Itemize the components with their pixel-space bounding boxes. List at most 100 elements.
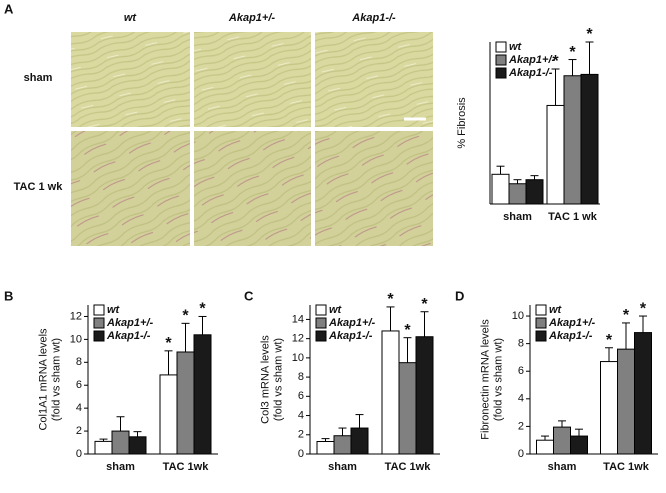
column-label: Akap1-/-: [351, 12, 396, 24]
y-tick-label: 8: [298, 371, 304, 383]
bar: [570, 435, 588, 455]
bar: [491, 173, 510, 205]
y-axis-label: (fold vs sham wt): [50, 338, 62, 421]
legend-label: wt: [107, 304, 121, 316]
bar: [634, 332, 652, 455]
micrograph: [194, 131, 311, 246]
bar: [176, 351, 195, 455]
bar: [617, 348, 635, 455]
y-tick-label: 10: [292, 352, 304, 364]
bar: [580, 73, 599, 205]
bar: [553, 426, 571, 455]
y-tick-label: 2: [298, 429, 304, 441]
column-label: Akap1+/-: [228, 12, 275, 24]
y-tick-label: 4: [76, 402, 82, 414]
x-tick-label: TAC 1wk: [385, 461, 432, 473]
legend-swatch: [315, 317, 327, 329]
y-tick-label: 2: [518, 420, 524, 432]
bar: [546, 104, 565, 205]
legend-swatch: [495, 67, 507, 79]
significance: *: [569, 44, 576, 61]
y-axis-label: Fibronectin mRNA levels: [479, 319, 491, 440]
x-tick-label: sham: [328, 461, 357, 473]
significance: *: [387, 291, 394, 308]
significance: *: [623, 307, 630, 324]
y-tick-label: 12: [70, 310, 82, 322]
micrograph: [71, 131, 190, 246]
y-tick-label: 6: [76, 379, 82, 391]
bar: [350, 427, 369, 455]
x-tick-label: sham: [548, 461, 577, 473]
legend-swatch: [535, 330, 547, 342]
x-tick-label: sham: [106, 461, 135, 473]
significance: *: [640, 300, 647, 317]
legend-label: Akap1+/-: [106, 317, 153, 329]
y-tick-label: 0: [76, 448, 82, 460]
bar: [536, 439, 554, 455]
bar: [193, 334, 212, 455]
significance: *: [404, 322, 411, 339]
legend-swatch: [495, 41, 507, 53]
row-label: sham: [24, 72, 53, 84]
bar: [333, 435, 352, 455]
legend-swatch: [535, 317, 547, 329]
y-tick-label: 2: [76, 425, 82, 437]
bar: [111, 430, 130, 455]
bar: [159, 374, 178, 455]
y-tick-label: 14: [292, 313, 304, 325]
legend-label: Akap1-/-: [508, 67, 553, 79]
legend-label: Akap1+/-: [548, 317, 595, 329]
y-tick-label: 6: [518, 365, 524, 377]
legend-swatch: [495, 54, 507, 66]
bar: [398, 362, 417, 455]
significance: *: [421, 296, 428, 313]
legend-label: Akap1-/-: [106, 330, 151, 342]
legend-swatch: [93, 304, 105, 316]
y-tick-label: 0: [518, 448, 524, 460]
significance: *: [165, 335, 172, 352]
significance: *: [552, 53, 559, 70]
panel-label: B: [4, 288, 13, 303]
panel-label: D: [455, 288, 464, 303]
bar: [508, 183, 527, 205]
histology: wt Akap1+/- Akap1-/- sham TAC 1 wk: [14, 12, 433, 246]
legend-swatch: [315, 330, 327, 342]
bar: [415, 336, 434, 455]
legend-label: wt: [549, 304, 563, 316]
y-tick-label: 8: [76, 356, 82, 368]
y-tick-label: 4: [298, 409, 304, 421]
micrograph: [71, 32, 190, 127]
micrograph: [194, 32, 311, 127]
legend-swatch: [93, 330, 105, 342]
row-label: TAC 1 wk: [14, 181, 64, 193]
legend-swatch: [93, 317, 105, 329]
y-tick-label: 10: [512, 310, 524, 322]
y-axis-label: Col3 mRNA levels: [259, 335, 271, 424]
significance: *: [606, 332, 613, 349]
y-tick-label: 0: [298, 448, 304, 460]
legend-label: Akap1+/-: [508, 54, 555, 66]
x-tick-label: TAC 1wk: [163, 461, 210, 473]
bar: [525, 179, 544, 205]
y-tick-label: 6: [298, 390, 304, 402]
y-axis-label: (fold vs sham wt): [272, 338, 284, 421]
bar: [600, 361, 618, 455]
legend-swatch: [315, 304, 327, 316]
micrograph: [315, 131, 433, 246]
bar: [128, 436, 147, 455]
legend-label: Akap1-/-: [548, 330, 593, 342]
x-tick-label: TAC 1 wk: [548, 211, 598, 223]
x-tick-label: sham: [503, 211, 532, 223]
legend-label: Akap1+/-: [328, 317, 375, 329]
significance: *: [586, 26, 593, 43]
bar: [316, 441, 335, 455]
column-label: wt: [124, 12, 138, 24]
x-tick-label: TAC 1wk: [603, 461, 650, 473]
bar: [381, 330, 400, 455]
significance: *: [182, 308, 189, 325]
y-axis-label: % Fibrosis: [456, 97, 468, 149]
micrograph: [315, 32, 433, 127]
panel-label: A: [4, 1, 14, 16]
y-axis-label: Col1A1 mRNA levels: [37, 328, 49, 431]
